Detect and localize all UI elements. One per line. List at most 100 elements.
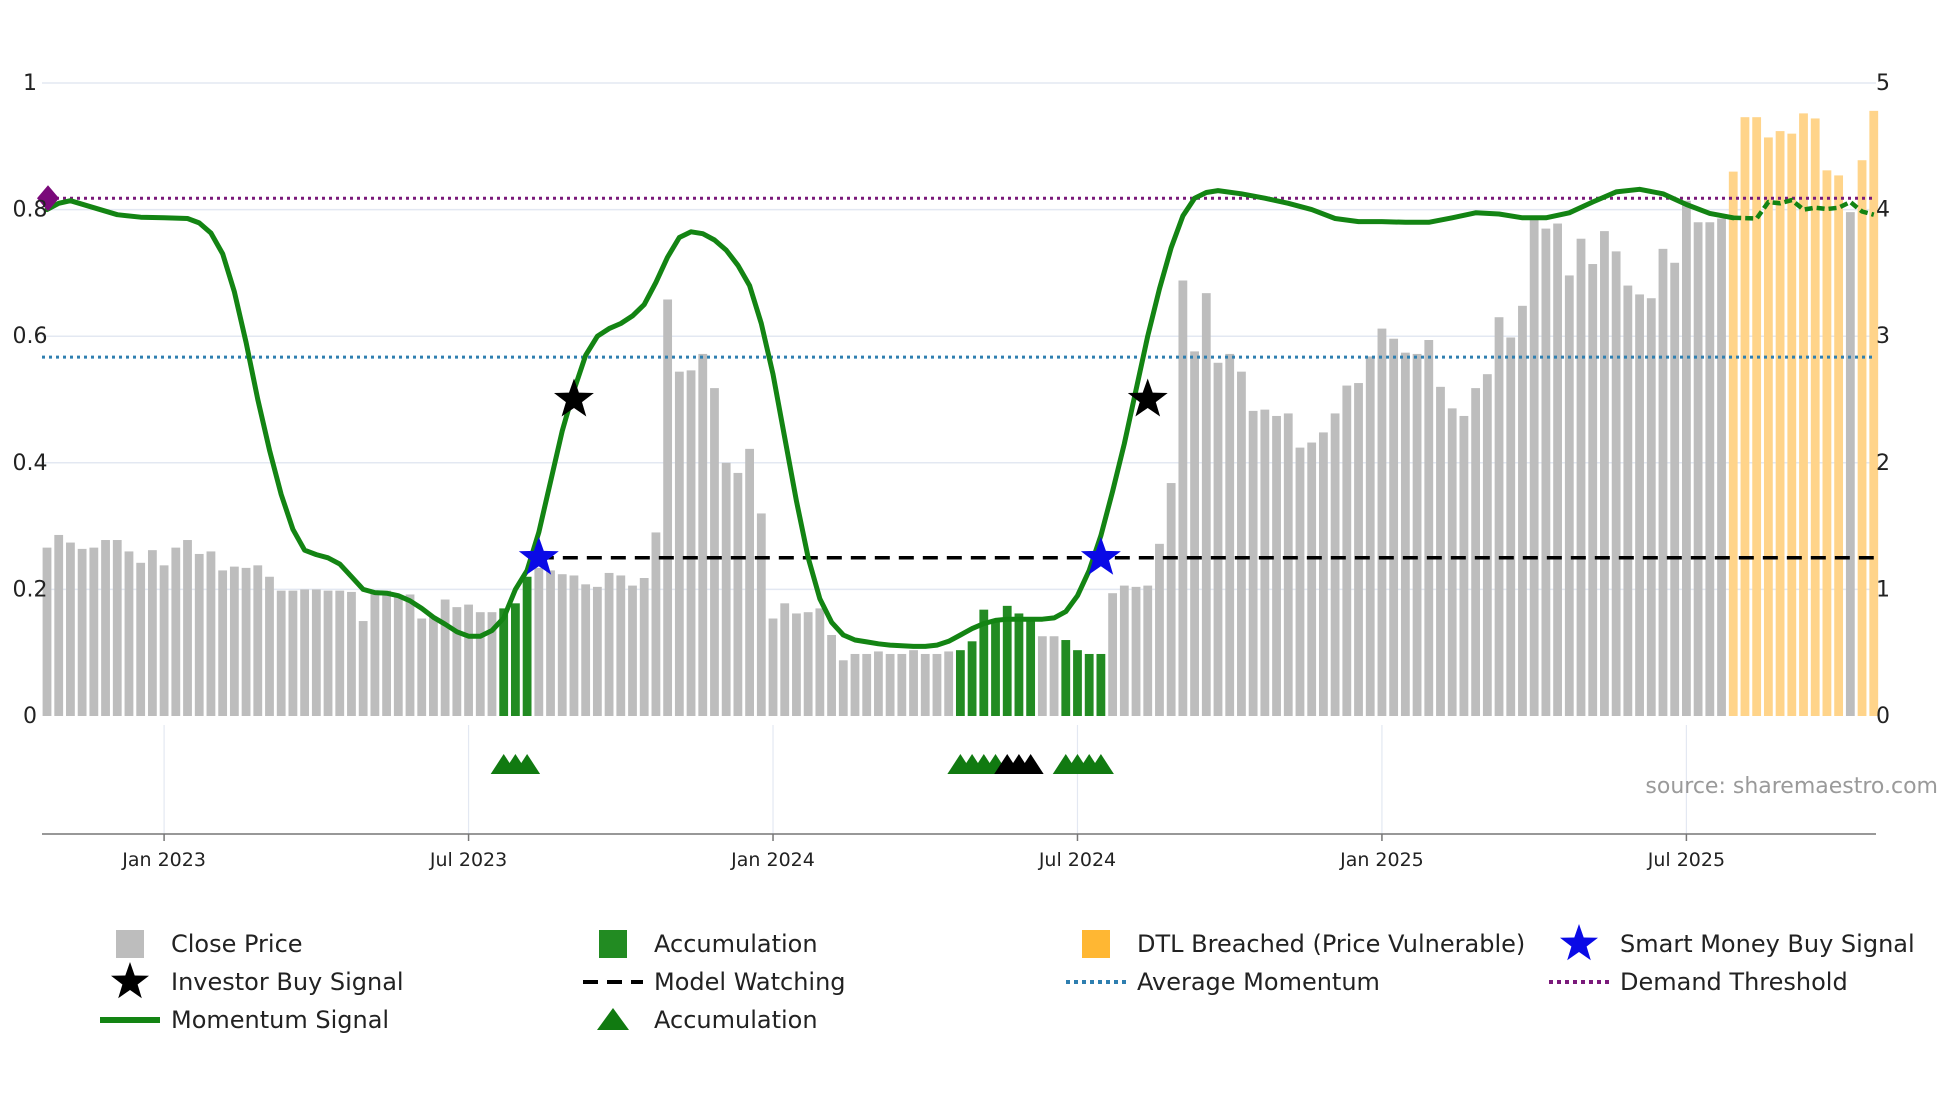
bar-gray bbox=[194, 553, 204, 716]
bar-gray bbox=[124, 551, 134, 716]
bar-green bbox=[1026, 617, 1036, 716]
bar-gray bbox=[276, 590, 286, 716]
momentum-line-projected bbox=[1733, 197, 1875, 221]
bar-gray bbox=[534, 567, 544, 716]
right-tick-label: 1 bbox=[1876, 577, 1890, 602]
bar-gray bbox=[1506, 337, 1516, 716]
bar-gray bbox=[101, 540, 110, 716]
bar-gray bbox=[1225, 353, 1235, 716]
bar-gray bbox=[663, 299, 673, 716]
bar-gray bbox=[710, 388, 719, 716]
bar-gray bbox=[136, 562, 146, 716]
bar-gray bbox=[1354, 383, 1363, 716]
smart-money-star-icon bbox=[518, 536, 559, 575]
reference-lines bbox=[42, 196, 1876, 560]
legend-label-dtl: DTL Breached (Price Vulnerable) bbox=[1137, 930, 1525, 958]
left-tick-label: 0.2 bbox=[13, 577, 48, 602]
bar-gray bbox=[1377, 328, 1387, 716]
bar-green bbox=[967, 641, 977, 716]
accumulation-triangle bbox=[1017, 754, 1044, 774]
bar-gray bbox=[1670, 262, 1680, 716]
bar-gray bbox=[862, 653, 872, 716]
bar-gray bbox=[1611, 251, 1621, 717]
bar-gray bbox=[77, 548, 87, 716]
bar-gray bbox=[147, 550, 157, 716]
bar-gray bbox=[897, 653, 907, 716]
bar-gray bbox=[651, 532, 661, 716]
bar-gray bbox=[792, 613, 801, 716]
bar-gray bbox=[1330, 413, 1340, 716]
bar-orange bbox=[1857, 160, 1867, 716]
legend-label-demand: Demand Threshold bbox=[1620, 968, 1848, 996]
bar-orange bbox=[1787, 133, 1797, 716]
legend-close-swatch bbox=[116, 930, 144, 958]
bar-gray bbox=[452, 607, 462, 716]
bar-gray bbox=[1049, 636, 1059, 716]
bar-gray bbox=[218, 570, 228, 716]
bar-gray bbox=[1518, 305, 1527, 716]
bar-gray bbox=[311, 589, 321, 716]
bar-gray bbox=[288, 590, 298, 716]
bar-green bbox=[499, 608, 509, 716]
bar-gray bbox=[1143, 585, 1153, 716]
left-tick-label: 0 bbox=[23, 704, 37, 729]
bar-gray bbox=[569, 575, 579, 716]
bar-gray bbox=[1436, 386, 1445, 716]
bar-gray bbox=[1201, 293, 1211, 716]
right-tick-label: 5 bbox=[1876, 71, 1890, 96]
bar-gray bbox=[1845, 212, 1855, 716]
x-tick-label: Jan 2023 bbox=[121, 849, 206, 871]
bar-gray bbox=[1494, 317, 1504, 716]
bar-gray bbox=[1248, 410, 1258, 716]
bar-gray bbox=[1412, 353, 1422, 716]
bar-gray bbox=[674, 371, 684, 716]
momentum-signal bbox=[44, 186, 1875, 649]
bar-gray bbox=[604, 572, 614, 716]
bar-green bbox=[979, 609, 989, 716]
bar-gray bbox=[1166, 483, 1176, 716]
bar-gray bbox=[183, 540, 192, 716]
bar-green bbox=[511, 603, 520, 716]
right-tick-label: 2 bbox=[1876, 451, 1890, 476]
bar-gray bbox=[440, 599, 450, 716]
legend-accumulation-swatch bbox=[599, 930, 627, 958]
bar-green bbox=[1096, 653, 1106, 716]
bar-gray bbox=[42, 547, 52, 716]
bar-gray bbox=[1365, 356, 1375, 716]
bar-gray bbox=[885, 653, 895, 716]
bar-gray bbox=[1295, 447, 1305, 716]
x-tick-label: Jul 2024 bbox=[1038, 849, 1116, 871]
bar-gray bbox=[932, 653, 942, 716]
x-tick-label: Jul 2023 bbox=[429, 849, 507, 871]
bar-gray bbox=[1447, 408, 1457, 716]
bar-gray bbox=[382, 590, 391, 716]
right-tick-label: 4 bbox=[1876, 198, 1890, 223]
bar-gray bbox=[1389, 338, 1399, 716]
bar-gray bbox=[1119, 585, 1129, 716]
bar-green bbox=[522, 576, 532, 716]
bar-gray bbox=[171, 547, 181, 716]
bar-gray bbox=[616, 575, 626, 716]
bar-gray bbox=[686, 370, 696, 716]
bar-gray bbox=[1318, 432, 1328, 716]
bar-gray bbox=[1108, 593, 1118, 716]
bar-gray bbox=[874, 651, 883, 716]
bar-green bbox=[991, 622, 1000, 716]
bar-gray bbox=[1705, 222, 1715, 716]
bar-gray bbox=[920, 653, 930, 716]
bar-gray bbox=[1646, 298, 1656, 716]
bar-gray bbox=[1717, 218, 1726, 716]
legend-label-accum_bar: Accumulation bbox=[654, 930, 818, 958]
left-tick-label: 0.6 bbox=[13, 324, 48, 349]
bar-gray bbox=[112, 540, 122, 716]
bar-gray bbox=[335, 590, 345, 716]
bar-orange bbox=[1740, 117, 1750, 716]
bar-orange bbox=[1810, 118, 1820, 716]
bar-gray bbox=[89, 547, 99, 716]
bar-green bbox=[1061, 640, 1071, 716]
legend: Close Price Accumulation DTL Breached (Pri… bbox=[100, 924, 1915, 1034]
smart-money-star-icon bbox=[1080, 536, 1121, 575]
bar-gray bbox=[1600, 231, 1609, 716]
bar-gray bbox=[54, 534, 64, 716]
